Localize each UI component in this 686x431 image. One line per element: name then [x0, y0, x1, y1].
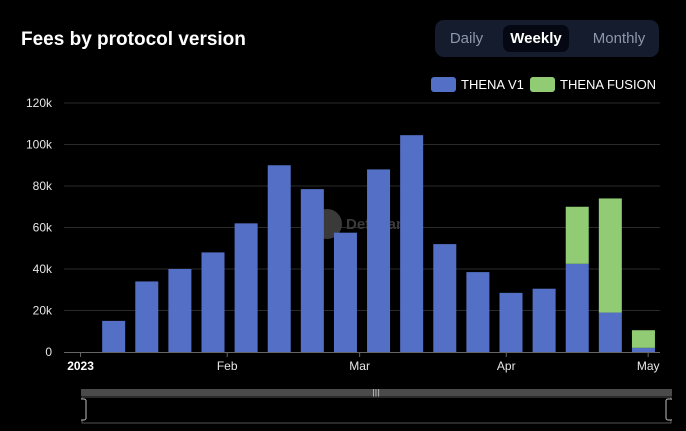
- bar-thena-v1[interactable]: [400, 135, 424, 352]
- x-tick-label: Apr: [497, 359, 516, 373]
- drag-grip-icon[interactable]: |||: [372, 389, 380, 397]
- legend-label-v1: THENA V1: [461, 76, 524, 92]
- bar-thena-v1[interactable]: [300, 189, 324, 352]
- bar-thena-v1[interactable]: [631, 347, 655, 352]
- x-tick-label: 2023: [67, 359, 94, 373]
- legend-label-fusion: THENA FUSION: [560, 76, 657, 92]
- y-tick-label: 80k: [33, 179, 53, 193]
- x-tick-label: Mar: [349, 359, 370, 373]
- bar-thena-fusion[interactable]: [598, 198, 622, 313]
- bar-thena-fusion[interactable]: [631, 330, 655, 348]
- bar-thena-v1[interactable]: [466, 272, 490, 352]
- chart-title: Fees by protocol version: [21, 29, 246, 50]
- bar-thena-v1[interactable]: [201, 252, 225, 352]
- toggle-monthly[interactable]: Monthly: [592, 30, 646, 47]
- legend-item-fusion[interactable]: THENA FUSION: [530, 76, 656, 92]
- legend-swatch-v1: [431, 76, 456, 92]
- bar-thena-v1[interactable]: [367, 169, 391, 352]
- bar-thena-v1[interactable]: [267, 165, 291, 352]
- bar-thena-fusion[interactable]: [565, 206, 589, 264]
- x-tick-label: Feb: [217, 359, 238, 373]
- y-tick-label: 40k: [33, 262, 53, 276]
- y-tick-label: 60k: [33, 221, 53, 235]
- range-handle-right[interactable]: [665, 398, 672, 421]
- range-handle-left[interactable]: [81, 398, 87, 421]
- bar-thena-v1[interactable]: [234, 223, 258, 352]
- bar-thena-v1[interactable]: [102, 320, 126, 352]
- toggle-weekly[interactable]: Weekly: [503, 25, 569, 52]
- x-tick-label: May: [637, 359, 660, 373]
- legend-swatch-fusion: [530, 76, 555, 92]
- y-tick-label: 120k: [26, 96, 53, 110]
- bar-thena-v1[interactable]: [333, 232, 357, 352]
- y-tick-label: 20k: [33, 304, 53, 318]
- y-tick-label: 0: [45, 345, 52, 359]
- range-window[interactable]: [81, 396, 672, 424]
- bar-thena-v1[interactable]: [433, 244, 457, 352]
- bar-thena-v1[interactable]: [499, 292, 523, 352]
- range-scrollbar-bar[interactable]: [81, 389, 672, 396]
- bar-thena-v1[interactable]: [168, 269, 192, 352]
- legend-item-v1[interactable]: THENA V1: [431, 76, 524, 92]
- range-scrollbar[interactable]: |||: [81, 389, 672, 424]
- bar-thena-v1[interactable]: [598, 312, 622, 352]
- toggle-daily[interactable]: Daily: [449, 30, 484, 47]
- bar-thena-v1[interactable]: [532, 288, 556, 352]
- period-toggle: Daily Weekly Monthly: [435, 20, 659, 57]
- y-tick-label: 100k: [26, 138, 53, 152]
- bar-thena-v1[interactable]: [565, 263, 589, 352]
- bar-thena-v1[interactable]: [135, 281, 159, 352]
